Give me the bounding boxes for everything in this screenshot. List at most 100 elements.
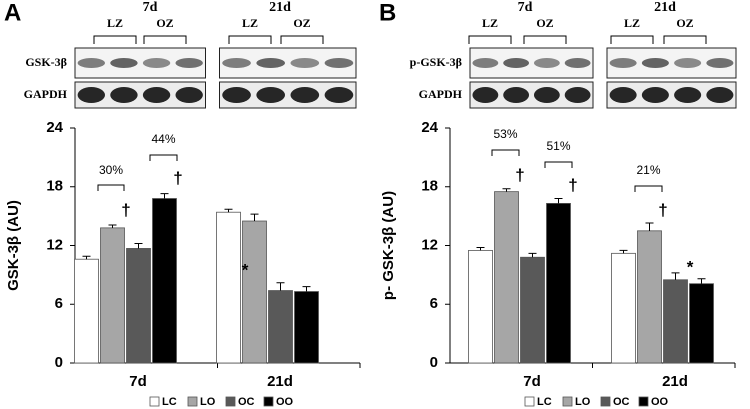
blot-band bbox=[609, 58, 637, 68]
blot-band bbox=[674, 87, 702, 103]
legend-label: OO bbox=[276, 396, 294, 408]
bar bbox=[74, 258, 99, 364]
significance-mark: * bbox=[687, 257, 694, 276]
y-tick-label: 6 bbox=[430, 295, 438, 312]
blot-band bbox=[674, 58, 702, 68]
bar bbox=[468, 249, 493, 364]
bar bbox=[268, 290, 293, 364]
error-bar bbox=[108, 224, 117, 228]
bar bbox=[494, 191, 519, 364]
error-bar bbox=[134, 243, 143, 249]
blot-band bbox=[77, 87, 106, 103]
blot-zone-label: OZ bbox=[156, 16, 173, 30]
legend-swatch bbox=[149, 396, 160, 407]
zone-bracket bbox=[93, 35, 137, 44]
blot-zone-label: LZ bbox=[624, 16, 640, 30]
annotation: 53% bbox=[493, 127, 517, 141]
legend-swatch bbox=[187, 396, 198, 407]
x-tick-label: 21d bbox=[662, 373, 688, 390]
bar bbox=[216, 211, 241, 364]
blot-band bbox=[175, 87, 203, 103]
error-bar bbox=[528, 252, 537, 258]
blot-zone-label: LZ bbox=[242, 16, 258, 30]
x-tick-label: 7d bbox=[129, 373, 147, 390]
blot-band bbox=[77, 58, 106, 68]
annotation-bracket bbox=[97, 184, 125, 191]
blot-band bbox=[324, 58, 354, 68]
blot-time-label: 21d bbox=[269, 0, 291, 15]
blot-band bbox=[290, 58, 320, 68]
significance-mark: † bbox=[121, 200, 130, 219]
bar bbox=[242, 220, 267, 364]
blot-zone-label: OZ bbox=[676, 16, 693, 30]
blot-band bbox=[256, 58, 286, 68]
annotation: 44% bbox=[151, 132, 175, 146]
legend-swatch bbox=[638, 396, 649, 407]
annotation: 21% bbox=[636, 163, 660, 177]
legend-label: LC bbox=[537, 396, 552, 408]
blot-row-label: GAPDH bbox=[419, 87, 463, 101]
blot-band bbox=[533, 87, 560, 103]
annotation-bracket bbox=[544, 161, 573, 168]
y-tick-label: 24 bbox=[421, 119, 438, 136]
blot-row-label: p-GSK-3β bbox=[410, 55, 462, 69]
error-bar bbox=[160, 193, 169, 199]
error-bar bbox=[671, 272, 680, 280]
error-bar bbox=[224, 208, 233, 213]
blot-row-label: GAPDH bbox=[24, 87, 68, 101]
annotation: 51% bbox=[546, 139, 570, 153]
bar bbox=[637, 230, 662, 364]
blot-band bbox=[142, 87, 171, 103]
blot-band bbox=[110, 87, 138, 103]
error-bar bbox=[619, 249, 628, 254]
blot-band bbox=[256, 87, 286, 103]
y-tick-label: 18 bbox=[46, 178, 63, 195]
y-tick-label: 12 bbox=[46, 236, 63, 253]
blot-time-label: 7d bbox=[143, 0, 158, 15]
error-bar bbox=[502, 188, 511, 192]
blot-band bbox=[222, 58, 251, 68]
significance-mark: † bbox=[568, 175, 577, 194]
y-axis-label: GSK-3β (AU) bbox=[5, 200, 22, 291]
blot-zone-label: LZ bbox=[107, 16, 123, 30]
zone-bracket bbox=[468, 35, 512, 44]
blot-band bbox=[472, 87, 499, 103]
blot-band bbox=[222, 87, 251, 103]
zone-bracket bbox=[228, 35, 272, 44]
legend-swatch bbox=[263, 396, 274, 407]
legend-label: OC bbox=[613, 396, 630, 408]
error-bar bbox=[276, 282, 285, 291]
significance-mark: * bbox=[242, 260, 249, 279]
significance-mark: † bbox=[515, 165, 524, 184]
y-tick-label: 0 bbox=[55, 354, 63, 371]
zone-bracket bbox=[280, 35, 324, 44]
zone-bracket bbox=[610, 35, 654, 44]
bar bbox=[611, 252, 636, 364]
legend-swatch bbox=[600, 396, 611, 407]
blot-band bbox=[110, 58, 138, 68]
legend-swatch bbox=[225, 396, 236, 407]
zone-bracket bbox=[143, 35, 187, 44]
legend-swatch bbox=[562, 396, 573, 407]
y-tick-label: 12 bbox=[421, 236, 438, 253]
legend-label: LO bbox=[200, 396, 216, 408]
blot-band bbox=[564, 87, 591, 103]
bar bbox=[294, 291, 319, 364]
blot-band bbox=[290, 87, 320, 103]
blot-band bbox=[472, 58, 499, 68]
error-bar bbox=[302, 286, 311, 292]
y-tick-label: 18 bbox=[421, 178, 438, 195]
y-tick-label: 6 bbox=[55, 295, 63, 312]
blot-band bbox=[641, 87, 669, 103]
panel-letter: B bbox=[379, 0, 396, 26]
error-bar bbox=[250, 213, 259, 222]
blot-band bbox=[706, 87, 734, 103]
legend-label: LO bbox=[575, 396, 591, 408]
blot-row-label: GSK-3β bbox=[25, 55, 67, 69]
bar bbox=[100, 227, 125, 364]
error-bar bbox=[476, 246, 485, 251]
bar bbox=[152, 198, 177, 364]
blot-band bbox=[706, 58, 734, 68]
legend-label: OO bbox=[651, 396, 669, 408]
